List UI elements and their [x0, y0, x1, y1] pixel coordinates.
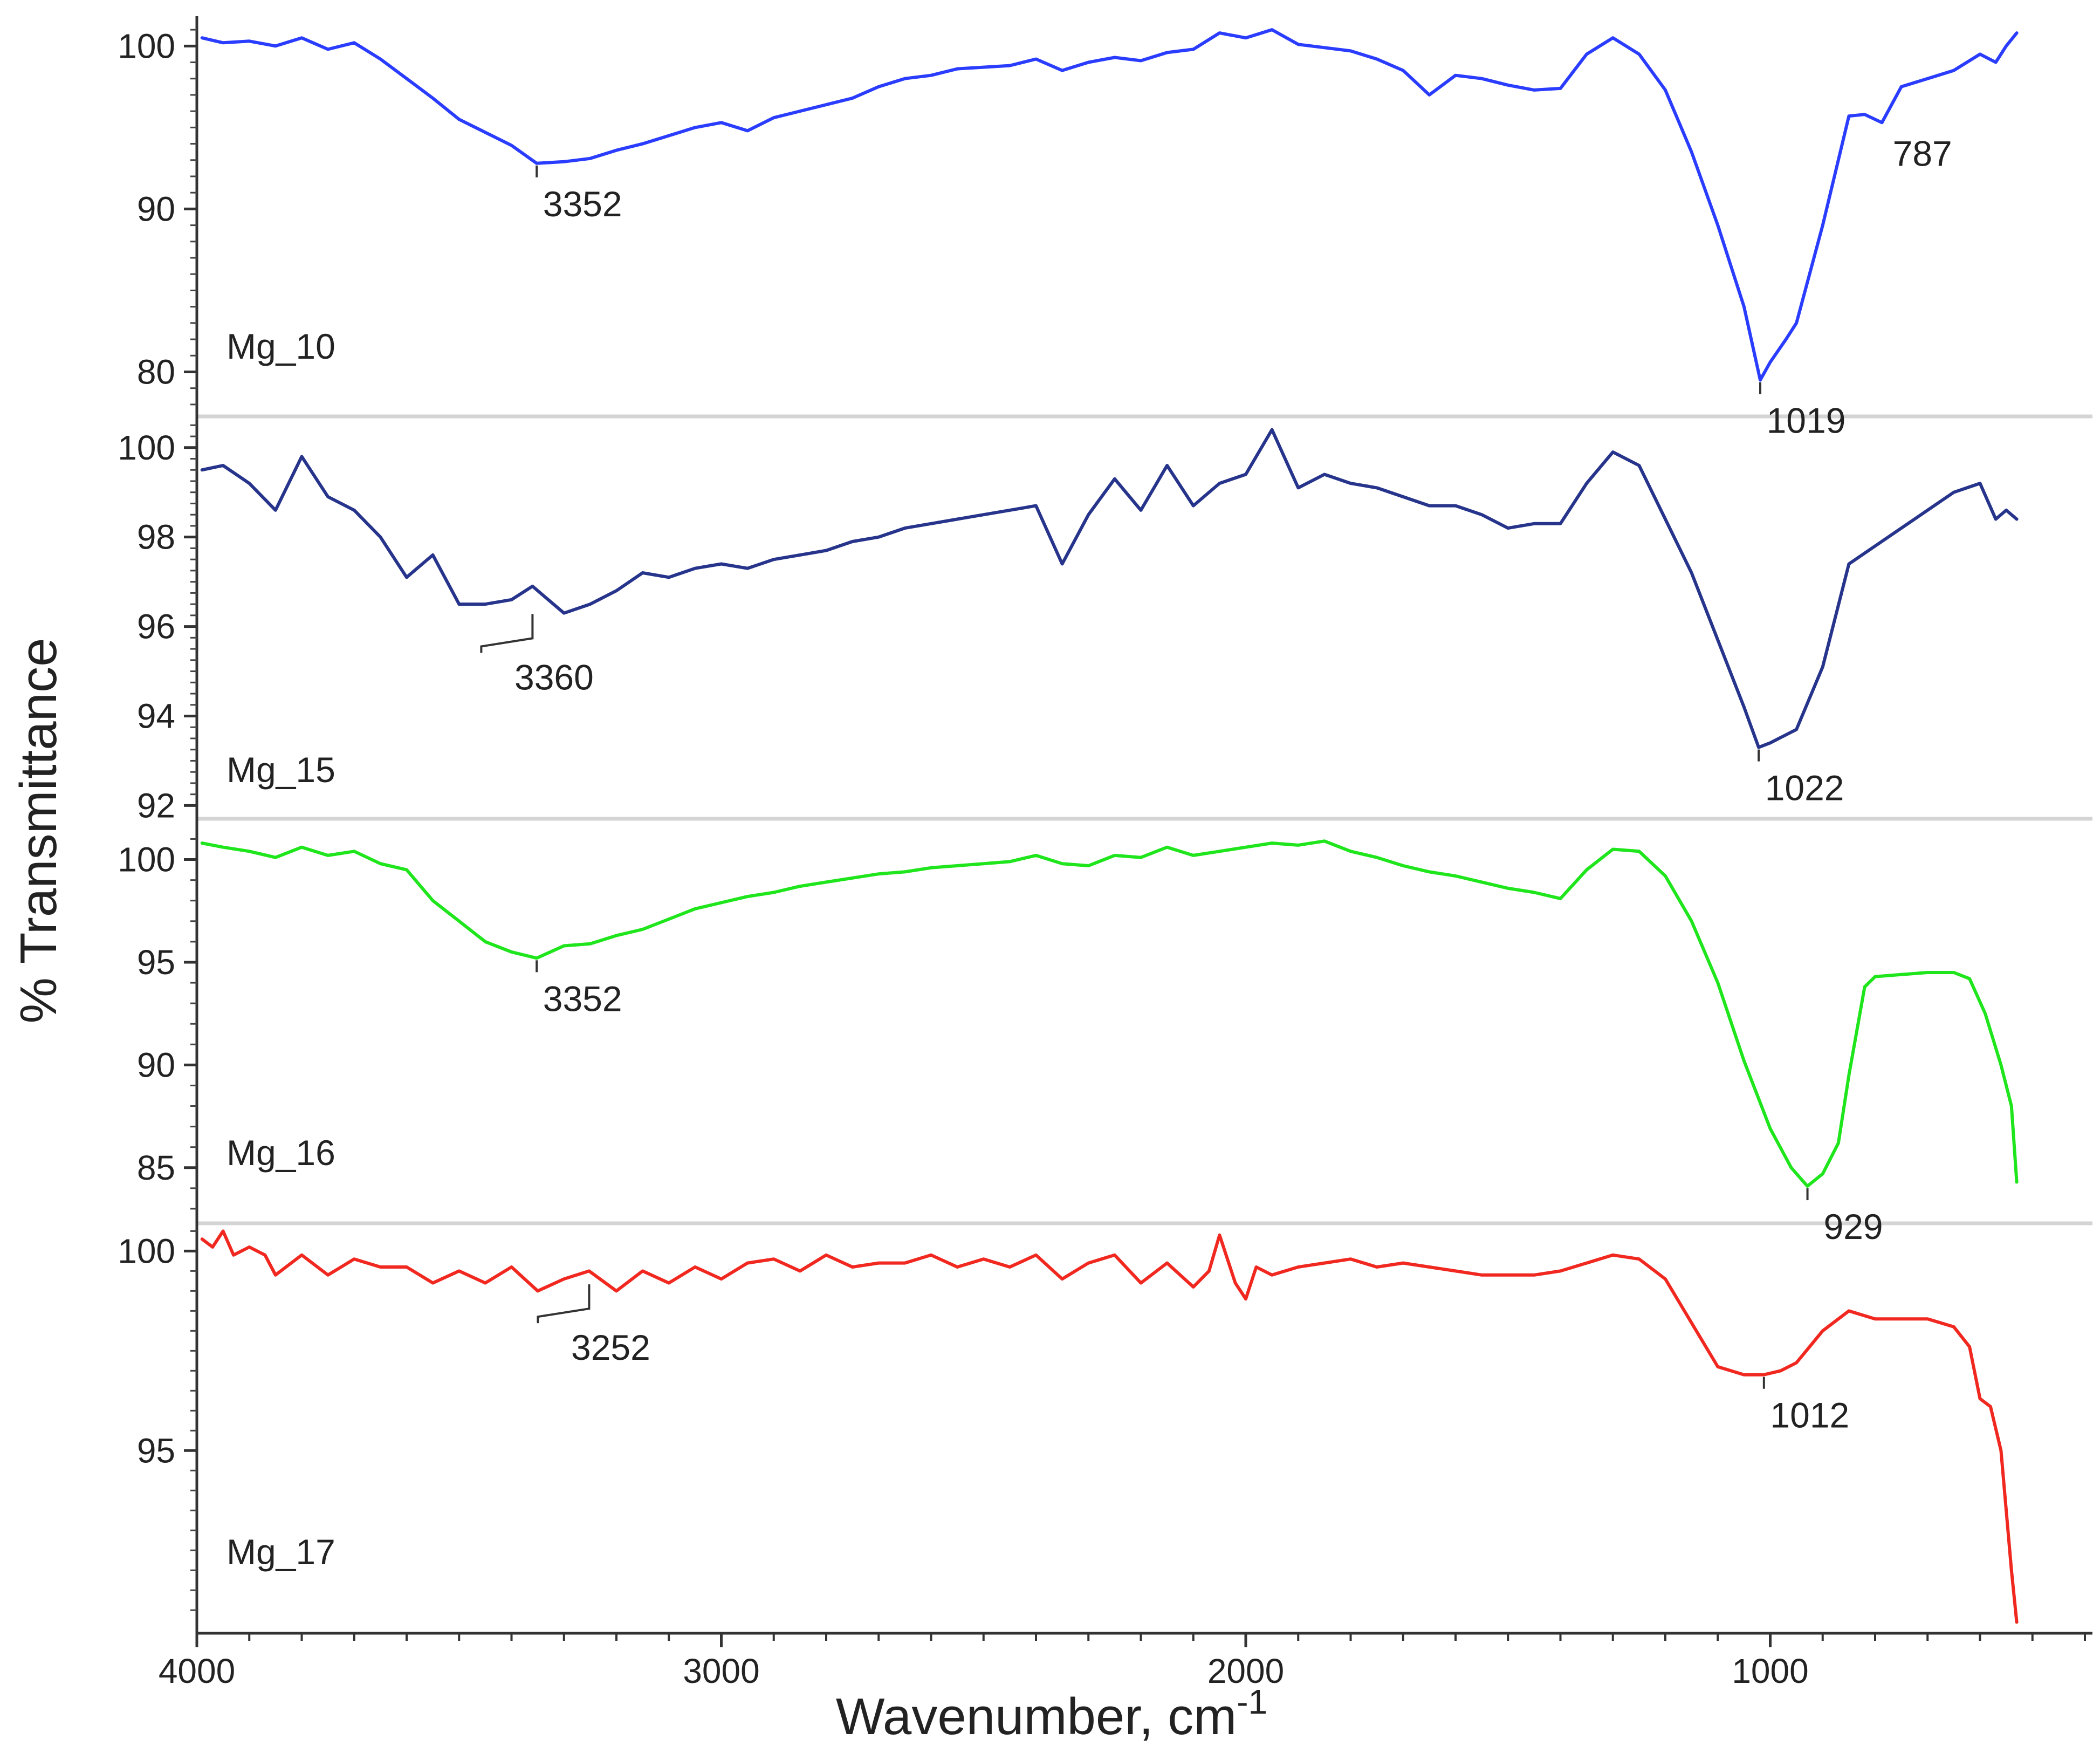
- axes: 4000 3000 2000 1000 100 90 80 100 98 96 94 92 100 95 9…: [118, 16, 2092, 1690]
- y-tick-label: 92: [137, 786, 175, 825]
- peak-label: 3352: [543, 978, 622, 1018]
- peak-label: 3360: [514, 657, 594, 697]
- x-tick-label: 3000: [683, 1652, 759, 1690]
- peak-label: 1012: [1770, 1395, 1849, 1435]
- series-line-mg-15: [200, 428, 2019, 749]
- x-axis-title-text: Wavenumber, cm: [836, 1688, 1237, 1745]
- y-tick-label: 96: [137, 607, 175, 646]
- y-tick-label: 90: [137, 189, 175, 228]
- sample-label: Mg_17: [227, 1532, 335, 1572]
- y-tick-label: 80: [137, 352, 175, 391]
- series-line-mg-17: [200, 1229, 2019, 1624]
- y-tick-label: 85: [137, 1148, 175, 1187]
- y-tick-label: 95: [137, 943, 175, 982]
- peak-label: 929: [1823, 1207, 1883, 1247]
- series-line-mg-10: [200, 28, 2019, 382]
- x-tick-label: 2000: [1207, 1652, 1284, 1690]
- peak-leader: [537, 1284, 591, 1324]
- y-tick-label: 100: [118, 26, 175, 65]
- peak-label: 787: [1893, 133, 1952, 173]
- sample-label: Mg_10: [227, 326, 335, 366]
- x-axis-title-superscript: -1: [1237, 1682, 1267, 1721]
- x-tick-label: 4000: [159, 1652, 235, 1690]
- x-tick-label: 1000: [1732, 1652, 1808, 1690]
- y-tick-label: 98: [137, 518, 175, 557]
- y-tick-label: 95: [137, 1431, 175, 1470]
- peak-label: 1019: [1767, 401, 1846, 441]
- y-tick-label: 100: [118, 428, 175, 467]
- panel-separators: [197, 414, 2092, 1225]
- peak-label: 3252: [571, 1327, 650, 1367]
- y-axis-title: % Transmittance: [10, 638, 67, 1024]
- x-axis-title: Wavenumber, cm-1: [836, 1682, 1267, 1745]
- y-tick-label: 100: [118, 1231, 175, 1270]
- sample-label: Mg_15: [227, 750, 335, 790]
- peak-label: 1022: [1765, 768, 1844, 808]
- series-line-mg-16: [200, 839, 2019, 1188]
- y-tick-label: 100: [118, 840, 175, 879]
- y-tick-label: 90: [137, 1045, 175, 1084]
- peak-leader: [480, 614, 534, 653]
- sample-label: Mg_16: [227, 1133, 335, 1173]
- peak-label: 3352: [543, 184, 622, 224]
- plot-area: Mg_10 Mg_15 Mg_16 Mg_17 3352 1019 787 3360 1022 3…: [200, 28, 2019, 1624]
- y-tick-label: 94: [137, 697, 175, 736]
